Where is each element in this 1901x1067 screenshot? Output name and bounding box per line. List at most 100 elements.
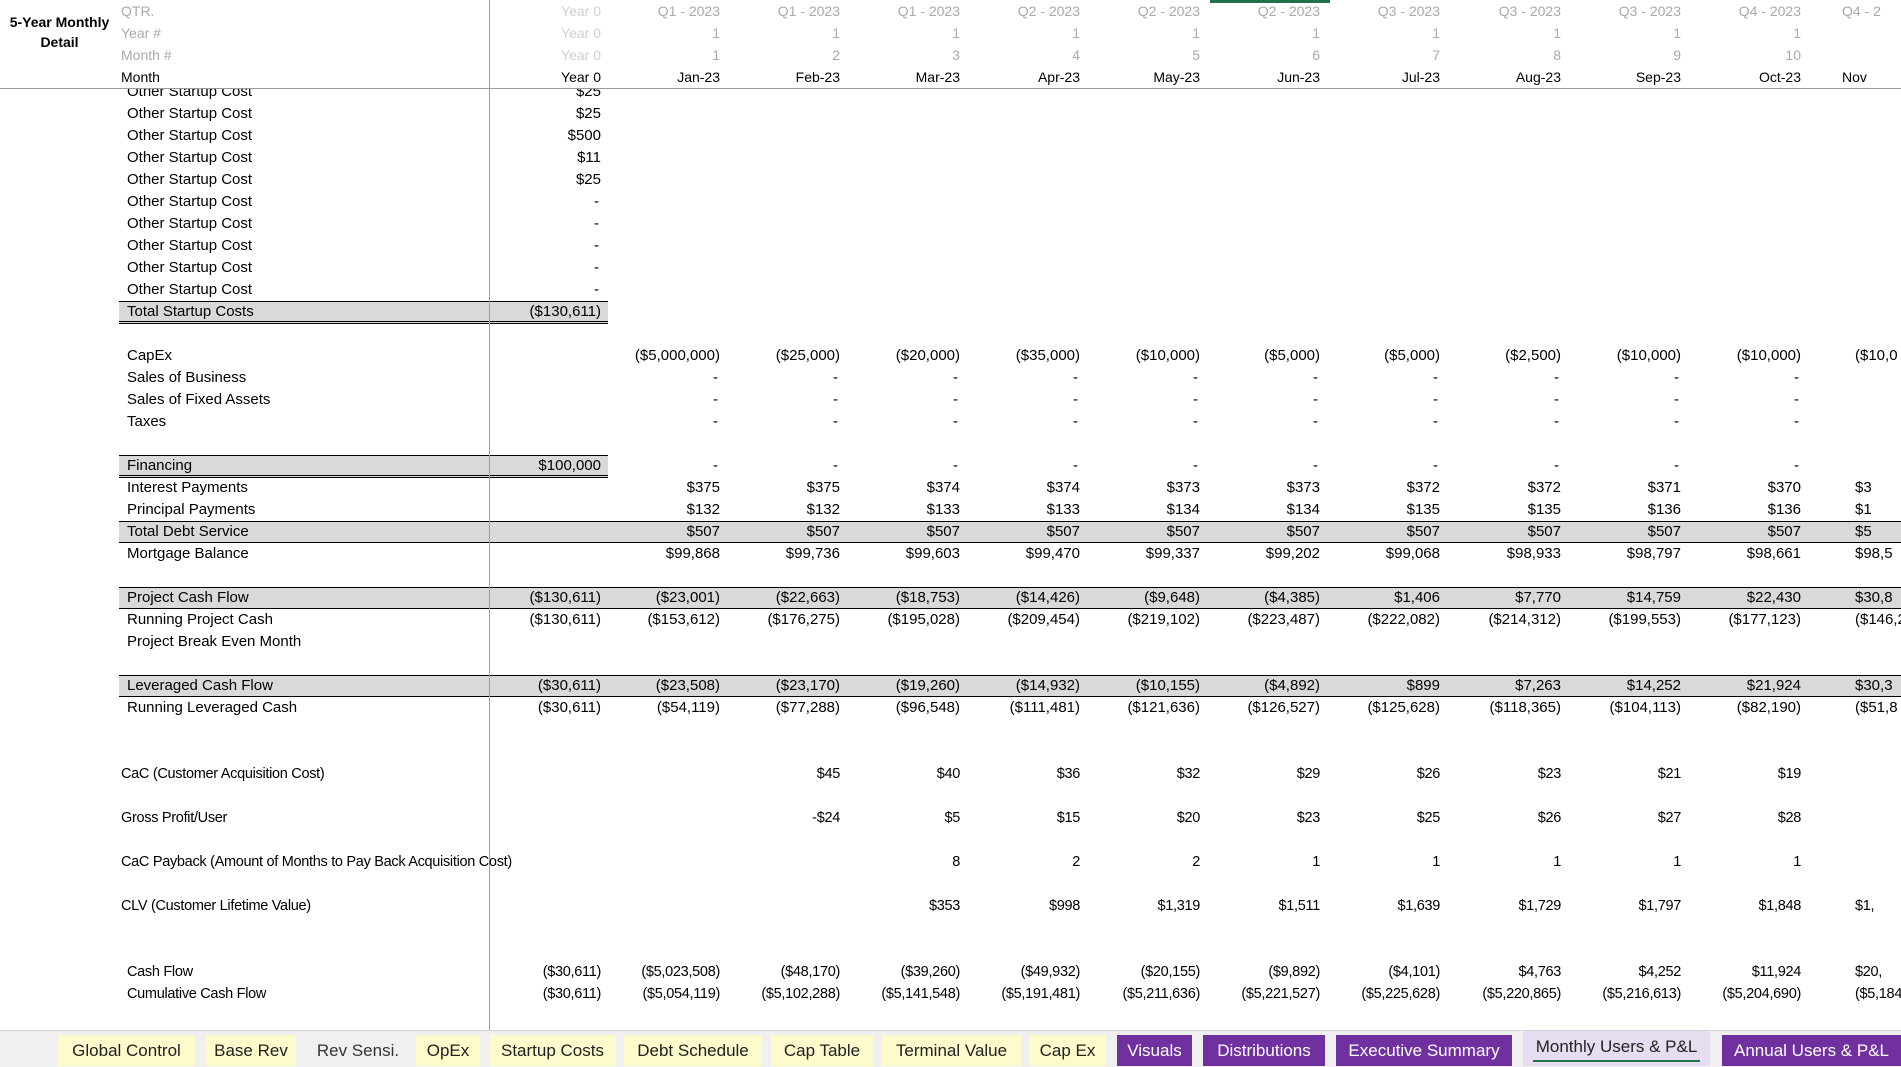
value-cell[interactable]: ($125,628)	[1367, 699, 1440, 716]
sheet-tab-distributions[interactable]: Distributions	[1203, 1035, 1325, 1066]
value-cell[interactable]: ($5,000)	[1384, 347, 1440, 364]
value-cell[interactable]: -	[594, 193, 599, 210]
value-cell[interactable]: ($214,312)	[1488, 611, 1561, 628]
value-cell[interactable]: ($130,611)	[529, 611, 601, 628]
sheet-tab-debt-schedule[interactable]: Debt Schedule	[624, 1035, 762, 1066]
value-cell[interactable]: -	[1674, 457, 1679, 474]
sheet-tab-terminal-value[interactable]: Terminal Value	[882, 1035, 1021, 1066]
value-cell[interactable]: ($5,000,000)	[634, 347, 720, 364]
value-cell[interactable]: $136	[1647, 501, 1681, 518]
value-cell[interactable]: $1,729	[1518, 898, 1561, 914]
header-cell[interactable]: 1	[1793, 25, 1801, 41]
header-cell[interactable]: Year 0	[561, 69, 601, 85]
header-cell[interactable]: Oct-23	[1758, 69, 1801, 85]
value-cell[interactable]: $7,263	[1515, 677, 1561, 694]
value-cell[interactable]: $1,511	[1278, 898, 1320, 914]
value-cell[interactable]: $100,000	[538, 457, 601, 474]
value-cell[interactable]: $19	[1777, 766, 1801, 782]
value-cell[interactable]: $27	[1657, 810, 1681, 826]
value-cell[interactable]: $99,202	[1265, 545, 1320, 562]
value-cell[interactable]: $5	[1855, 523, 1872, 540]
value-cell[interactable]: 2	[1072, 854, 1080, 870]
value-cell[interactable]: $98,933	[1506, 545, 1561, 562]
header-cell[interactable]: Q3 - 2023	[1618, 3, 1681, 19]
value-cell[interactable]: ($5,054,119)	[642, 986, 720, 1002]
value-cell[interactable]: $507	[806, 523, 840, 540]
value-cell[interactable]: ($10,155)	[1135, 677, 1200, 694]
value-cell[interactable]: -	[833, 391, 838, 408]
value-cell[interactable]: -	[713, 457, 718, 474]
value-cell[interactable]: $23	[1296, 810, 1320, 826]
value-cell[interactable]: ($30,611)	[542, 964, 601, 980]
value-cell[interactable]: ($121,636)	[1127, 699, 1200, 716]
header-cell[interactable]: Q2 - 2023	[1257, 3, 1320, 19]
value-cell[interactable]: $14,759	[1626, 589, 1681, 606]
value-cell[interactable]: $500	[567, 127, 601, 144]
value-cell[interactable]: $99,337	[1145, 545, 1200, 562]
value-cell[interactable]: -	[1674, 369, 1679, 386]
value-cell[interactable]: $21,924	[1746, 677, 1801, 694]
value-cell[interactable]: ($77,288)	[775, 699, 840, 716]
value-cell[interactable]: -	[953, 391, 958, 408]
value-cell[interactable]: ($30,611)	[537, 677, 601, 694]
value-cell[interactable]: $353	[928, 898, 960, 914]
header-cell[interactable]: 1	[1192, 25, 1200, 41]
value-cell[interactable]: $134	[1286, 501, 1320, 518]
header-cell[interactable]: Jul-23	[1401, 69, 1440, 85]
value-cell[interactable]: $507	[926, 523, 960, 540]
value-cell[interactable]: -	[594, 215, 599, 232]
value-cell[interactable]: ($25,000)	[775, 347, 840, 364]
value-cell[interactable]: ($49,932)	[1020, 964, 1080, 980]
value-cell[interactable]: ($5,000)	[1264, 347, 1320, 364]
value-cell[interactable]: 2	[1192, 854, 1200, 870]
value-cell[interactable]: ($14,426)	[1015, 589, 1080, 606]
value-cell[interactable]: $4,252	[1638, 964, 1681, 980]
header-cell[interactable]: Q3 - 2023	[1498, 3, 1561, 19]
header-cell[interactable]: Year 0	[561, 3, 601, 19]
value-cell[interactable]: ($2,500)	[1505, 347, 1561, 364]
header-cell[interactable]: 10	[1785, 47, 1801, 63]
value-cell[interactable]: ($223,487)	[1247, 611, 1320, 628]
value-cell[interactable]: ($5,225,628)	[1361, 986, 1440, 1002]
value-cell[interactable]: -	[953, 369, 958, 386]
header-cell[interactable]: Q1 - 2023	[657, 3, 720, 19]
value-cell[interactable]: ($146,2	[1855, 611, 1901, 628]
value-cell[interactable]: $372	[1527, 479, 1561, 496]
value-cell[interactable]: $22,430	[1746, 589, 1801, 606]
value-cell[interactable]: $1,319	[1157, 898, 1200, 914]
value-cell[interactable]: -	[833, 369, 838, 386]
value-cell[interactable]: -	[1674, 413, 1679, 430]
value-cell[interactable]: ($96,548)	[895, 699, 960, 716]
header-cell[interactable]: Nov	[1842, 69, 1867, 85]
sheet-tab-global-control[interactable]: Global Control	[58, 1035, 195, 1066]
value-cell[interactable]: ($5,141,548)	[881, 986, 960, 1002]
value-cell[interactable]: $25	[575, 89, 601, 100]
value-cell[interactable]: $98,797	[1626, 545, 1681, 562]
value-cell[interactable]: $36	[1056, 766, 1080, 782]
value-cell[interactable]: -	[1674, 391, 1679, 408]
value-cell[interactable]: $373	[1286, 479, 1320, 496]
sheet-tab-opex[interactable]: OpEx	[416, 1035, 480, 1066]
value-cell[interactable]: ($5,023,508)	[641, 964, 720, 980]
header-cell[interactable]: 5	[1192, 47, 1200, 63]
header-cell[interactable]: 7	[1432, 47, 1440, 63]
value-cell[interactable]: $370	[1767, 479, 1801, 496]
value-cell[interactable]: ($130,611)	[529, 303, 601, 320]
header-cell[interactable]: May-23	[1153, 69, 1200, 85]
value-cell[interactable]: $507	[1406, 523, 1440, 540]
value-cell[interactable]: $1,	[1855, 898, 1875, 914]
value-cell[interactable]: -	[1794, 391, 1799, 408]
value-cell[interactable]: ($9,892)	[1268, 964, 1320, 980]
value-cell[interactable]: $507	[1767, 523, 1801, 540]
header-cell[interactable]: Q4 - 2	[1842, 3, 1881, 19]
header-cell[interactable]: 8	[1553, 47, 1561, 63]
header-cell[interactable]: 1	[1312, 25, 1320, 41]
value-cell[interactable]: ($22,663)	[775, 589, 840, 606]
value-cell[interactable]: $133	[1046, 501, 1080, 518]
header-cell[interactable]: Sep-23	[1635, 69, 1681, 85]
value-cell[interactable]: $99,603	[905, 545, 960, 562]
value-cell[interactable]: $15	[1056, 810, 1080, 826]
header-cell[interactable]: 6	[1312, 47, 1320, 63]
value-cell[interactable]: -	[953, 457, 958, 474]
value-cell[interactable]: ($4,892)	[1264, 677, 1320, 694]
